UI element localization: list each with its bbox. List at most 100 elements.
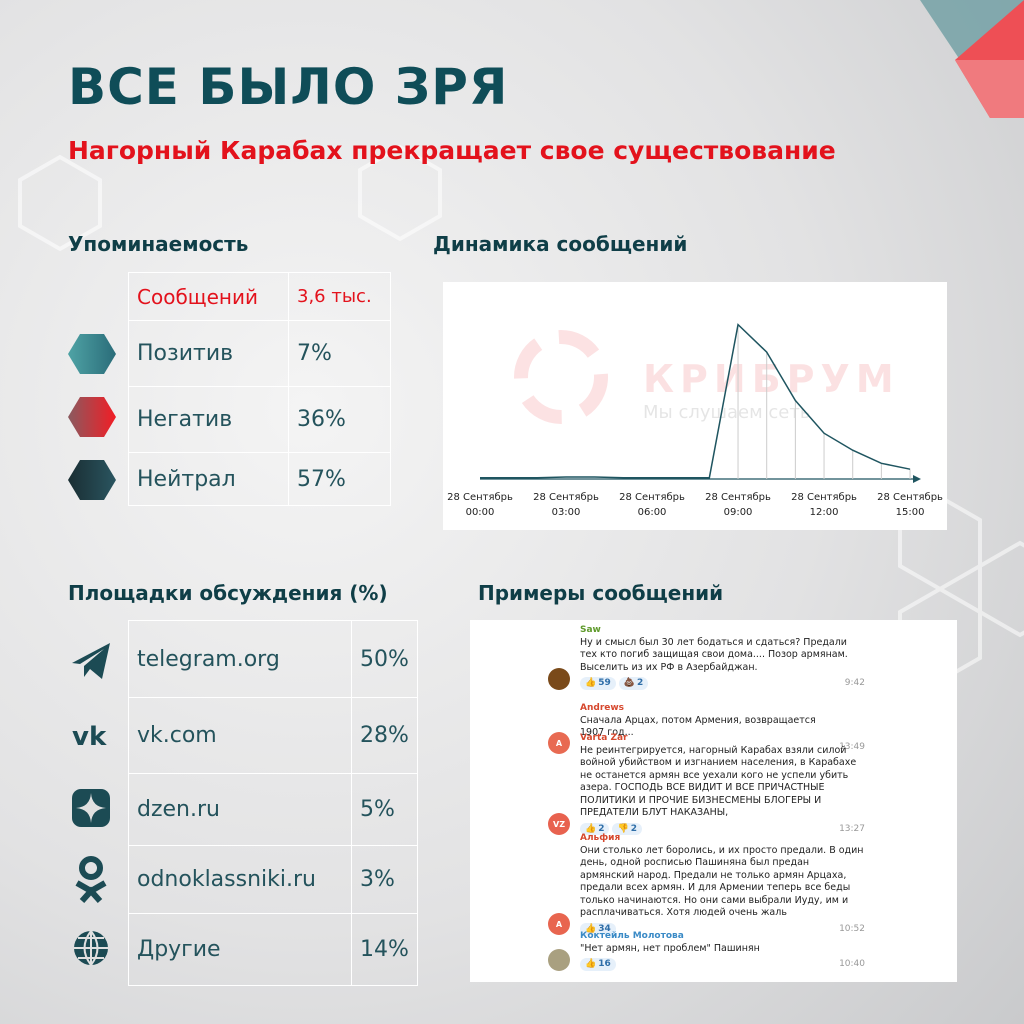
message: Andrews Сначала Арцах, потом Армения, воз… bbox=[580, 702, 865, 754]
x-tick-label: 28 Сентябрь 03:00 bbox=[533, 492, 599, 518]
reaction-icon: 👍 bbox=[585, 823, 597, 834]
message-author: Коктейль Молотова bbox=[580, 931, 684, 941]
message-text: Не реинтегрируется, нагорный Карабах взя… bbox=[580, 744, 857, 819]
avatar-initials: A bbox=[555, 738, 563, 748]
platform-share: 28% bbox=[351, 697, 418, 774]
platform-share: 3% bbox=[351, 845, 418, 914]
reaction-icon: 💩 bbox=[623, 678, 635, 688]
examples-heading: Примеры сообщений bbox=[478, 581, 724, 605]
subtitle: Нагорный Карабах прекращает свое существ… bbox=[68, 136, 836, 165]
platform-row: vk.com 28% bbox=[128, 697, 418, 774]
message: Varta Zar Не реинтегрируется, нагорный Ка… bbox=[580, 732, 865, 835]
reaction-count: 16 bbox=[598, 959, 611, 969]
message-author: Saw bbox=[580, 625, 601, 635]
reaction-icon: 👍 bbox=[585, 678, 597, 688]
watermark-slogan: Мы слушаем сеть bbox=[643, 402, 810, 423]
mentions-row: Сообщений 3,6 тыс. bbox=[128, 272, 391, 321]
chart-title: Динамика сообщений bbox=[433, 232, 688, 256]
x-tick-label: 28 Сентябрь 12:00 bbox=[791, 492, 857, 518]
platform-name: vk.com bbox=[128, 697, 352, 774]
platform-row: odnoklassniki.ru 3% bbox=[128, 845, 418, 914]
reaction-count: 2 bbox=[630, 823, 637, 834]
reaction-icon: 👍 bbox=[585, 923, 597, 934]
avatar: A bbox=[548, 732, 570, 754]
reaction: 👍 2 bbox=[580, 822, 610, 835]
avatar-initials: A bbox=[555, 919, 563, 929]
message-text: Они столько лет боролись, и их просто пр… bbox=[580, 844, 864, 919]
avatar bbox=[548, 949, 570, 971]
mentions-table: Сообщений 3,6 тыс. Позитив 7% Негатив 36% Нейт… bbox=[128, 272, 391, 506]
platforms-table: telegram.org 50% vk.com 28% dzen.ru 5% odnokla… bbox=[128, 620, 418, 986]
message-author: Альфия bbox=[580, 833, 621, 843]
message: Saw Ну и смысл был 30 лет бодаться и сдат… bbox=[580, 624, 865, 690]
mention-label: Позитив bbox=[128, 320, 289, 387]
message-time: 13:27 bbox=[839, 823, 865, 834]
x-tick-label: 28 Сентябрь 09:00 bbox=[705, 492, 771, 518]
mention-value: 57% bbox=[288, 452, 391, 506]
watermark-logo bbox=[514, 330, 608, 424]
platforms-heading: Площадки обсуждения (%) bbox=[68, 581, 388, 605]
avatar-initials: VZ bbox=[553, 819, 565, 829]
platform-share: 5% bbox=[351, 773, 418, 846]
platform-icons: vk bbox=[72, 643, 110, 967]
message-author: Varta Zar bbox=[580, 733, 628, 743]
message: Коктейль Молотова "Нет армян, нет проблем… bbox=[580, 930, 865, 971]
x-tick-label: 28 Сентябрь 00:00 bbox=[447, 492, 513, 518]
svg-text:vk: vk bbox=[72, 722, 107, 752]
message-time: 9:42 bbox=[844, 678, 865, 688]
message: Альфия Они столько лет боролись, и их про… bbox=[580, 832, 865, 935]
chart-panel: КРИБРУМ Мы слушаем сеть 28 Сентябрь 00:00… bbox=[443, 282, 947, 530]
reaction-count: 2 bbox=[636, 678, 644, 688]
mention-label: Негатив bbox=[128, 386, 289, 453]
message-text: Сначала Арцах, потом Армения, возвращает… bbox=[580, 714, 816, 739]
mentions-row: Негатив 36% bbox=[128, 386, 391, 453]
platform-share: 50% bbox=[351, 620, 418, 698]
mention-label: Нейтрал bbox=[128, 452, 289, 506]
platform-name: Другие bbox=[128, 913, 352, 986]
title: ВСЕ БЫЛО ЗРЯ bbox=[68, 58, 509, 116]
mention-value: 7% bbox=[288, 320, 391, 387]
message-author: Andrews bbox=[580, 703, 625, 713]
mention-label: Сообщений bbox=[128, 272, 289, 321]
platform-name: odnoklassniki.ru bbox=[128, 845, 352, 914]
message-time: 10:40 bbox=[839, 959, 865, 969]
reactions: 👍 16 bbox=[580, 955, 865, 971]
x-tick-label: 28 Сентябрь 06:00 bbox=[619, 492, 685, 518]
platform-name: telegram.org bbox=[128, 620, 352, 698]
watermark-brand: КРИБРУМ bbox=[643, 357, 900, 401]
platform-row: Другие 14% bbox=[128, 913, 418, 986]
mention-value: 3,6 тыс. bbox=[288, 272, 391, 321]
reaction-count: 2 bbox=[598, 823, 605, 834]
x-axis-arrow bbox=[913, 475, 921, 483]
reaction-icon: 👍 bbox=[585, 959, 597, 969]
reaction: 👍 34 bbox=[580, 922, 616, 935]
reaction: 👍 16 bbox=[580, 958, 616, 971]
message-time: 10:52 bbox=[839, 923, 865, 934]
mentions-row: Нейтрал 57% bbox=[128, 452, 391, 506]
avatar: VZ bbox=[548, 813, 570, 835]
mentions-heading: Упоминаемость bbox=[68, 232, 249, 256]
mentions-row: Позитив 7% bbox=[128, 320, 391, 387]
reaction-count: 34 bbox=[598, 923, 611, 934]
x-tick-label: 28 Сентябрь 15:00 bbox=[877, 492, 943, 518]
messages-panel: Saw Ну и смысл был 30 лет бодаться и сдат… bbox=[470, 620, 957, 982]
reactions: 👍 59 💩 2 bbox=[580, 674, 865, 690]
avatar: A bbox=[548, 913, 570, 935]
avatar bbox=[548, 668, 570, 690]
message-text: Ну и смысл был 30 лет бодаться и сдаться… bbox=[580, 636, 848, 673]
message-text: "Нет армян, нет проблем" Пашинян bbox=[580, 942, 760, 954]
platform-row: dzen.ru 5% bbox=[128, 773, 418, 846]
reactions: 👍 2 👎 2 bbox=[580, 820, 865, 835]
platform-row: telegram.org 50% bbox=[128, 620, 418, 698]
mention-value: 36% bbox=[288, 386, 391, 453]
reaction: 💩 2 bbox=[618, 677, 649, 690]
reactions: 👍 34 bbox=[580, 920, 865, 935]
reaction-count: 59 bbox=[598, 678, 611, 688]
line bbox=[480, 323, 911, 479]
reaction-icon: 👎 bbox=[617, 823, 629, 834]
message-time: 13:49 bbox=[839, 742, 865, 752]
platform-share: 14% bbox=[351, 913, 418, 986]
